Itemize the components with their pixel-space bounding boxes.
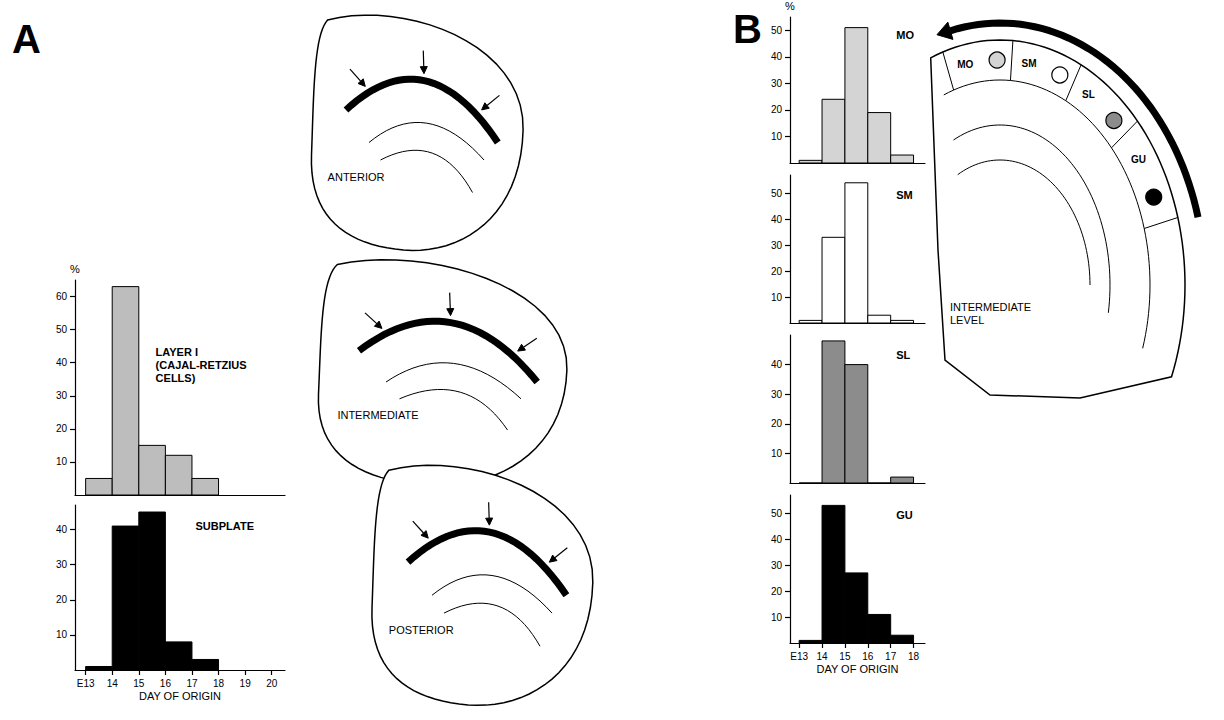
svg-text:E13: E13 xyxy=(790,651,808,662)
svg-text:%: % xyxy=(785,0,795,12)
svg-text:MO: MO xyxy=(896,29,914,41)
svg-text:LAYER I: LAYER I xyxy=(156,346,198,358)
svg-text:POSTERIOR: POSTERIOR xyxy=(389,624,454,636)
svg-text:17: 17 xyxy=(186,678,198,689)
svg-text:B: B xyxy=(733,7,762,51)
svg-text:60: 60 xyxy=(56,291,68,302)
svg-text:16: 16 xyxy=(862,651,874,662)
svg-text:40: 40 xyxy=(56,524,68,535)
svg-text:40: 40 xyxy=(771,359,783,370)
svg-text:20: 20 xyxy=(56,423,68,434)
svg-text:ANTERIOR: ANTERIOR xyxy=(328,171,385,183)
svg-text:50: 50 xyxy=(56,324,68,335)
svg-text:15: 15 xyxy=(839,651,851,662)
svg-text:INTERMEDIATE: INTERMEDIATE xyxy=(337,409,418,421)
svg-text:30: 30 xyxy=(56,390,68,401)
svg-text:30: 30 xyxy=(771,240,783,251)
svg-text:19: 19 xyxy=(240,678,252,689)
svg-text:DAY OF ORIGIN: DAY OF ORIGIN xyxy=(139,690,221,702)
svg-text:20: 20 xyxy=(771,586,783,597)
svg-text:16: 16 xyxy=(160,678,172,689)
svg-text:50: 50 xyxy=(771,508,783,519)
svg-text:GU: GU xyxy=(896,509,913,521)
svg-text:30: 30 xyxy=(771,389,783,400)
svg-text:20: 20 xyxy=(56,594,68,605)
svg-text:30: 30 xyxy=(771,560,783,571)
svg-text:SL: SL xyxy=(1082,89,1095,100)
svg-text:40: 40 xyxy=(771,214,783,225)
svg-text:50: 50 xyxy=(771,188,783,199)
svg-text:20: 20 xyxy=(266,678,278,689)
svg-text:E13: E13 xyxy=(77,678,95,689)
svg-text:18: 18 xyxy=(213,678,225,689)
svg-text:10: 10 xyxy=(771,612,783,623)
svg-text:14: 14 xyxy=(816,651,828,662)
svg-text:14: 14 xyxy=(107,678,119,689)
svg-text:A: A xyxy=(12,17,41,61)
svg-text:MO: MO xyxy=(957,59,973,70)
svg-text:30: 30 xyxy=(56,559,68,570)
svg-text:17: 17 xyxy=(885,651,897,662)
svg-text:15: 15 xyxy=(133,678,145,689)
svg-text:10: 10 xyxy=(771,131,783,142)
svg-text:50: 50 xyxy=(771,25,783,36)
svg-text:(CAJAL-RETZIUS: (CAJAL-RETZIUS xyxy=(156,359,247,371)
svg-text:GU: GU xyxy=(1131,154,1146,165)
svg-text:18: 18 xyxy=(908,651,920,662)
svg-text:10: 10 xyxy=(56,629,68,640)
svg-text:INTERMEDIATE: INTERMEDIATE xyxy=(950,301,1031,313)
svg-text:40: 40 xyxy=(771,51,783,62)
svg-text:20: 20 xyxy=(771,266,783,277)
svg-text:10: 10 xyxy=(771,448,783,459)
svg-text:20: 20 xyxy=(771,104,783,115)
svg-text:10: 10 xyxy=(771,292,783,303)
svg-text:CELLS): CELLS) xyxy=(156,372,196,384)
svg-text:SUBPLATE: SUBPLATE xyxy=(196,520,254,532)
svg-text:40: 40 xyxy=(56,357,68,368)
svg-text:10: 10 xyxy=(56,456,68,467)
svg-text:SM: SM xyxy=(1021,58,1036,69)
svg-text:LEVEL: LEVEL xyxy=(950,314,984,326)
svg-text:30: 30 xyxy=(771,78,783,89)
svg-text:%: % xyxy=(70,263,80,275)
svg-text:DAY OF ORIGIN: DAY OF ORIGIN xyxy=(816,663,898,675)
svg-text:20: 20 xyxy=(771,418,783,429)
svg-text:SL: SL xyxy=(896,349,910,361)
svg-text:SM: SM xyxy=(896,189,913,201)
svg-text:40: 40 xyxy=(771,534,783,545)
